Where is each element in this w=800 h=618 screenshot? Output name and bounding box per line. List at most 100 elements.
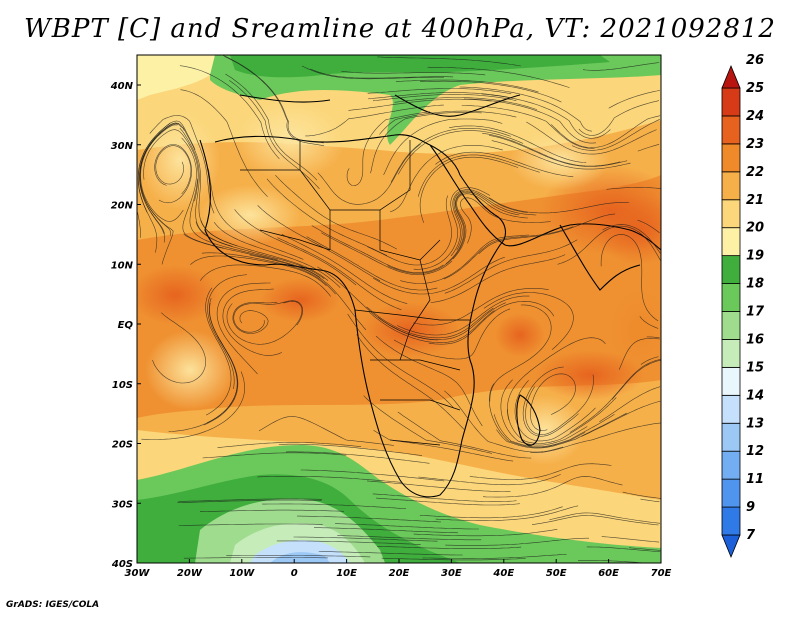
- streamline: [223, 55, 324, 144]
- streamline: [140, 124, 184, 222]
- streamline: [226, 555, 371, 558]
- streamline: [341, 70, 486, 76]
- streamline: [234, 209, 357, 286]
- colorbar-label: 11: [746, 472, 764, 487]
- streamline: [600, 234, 659, 322]
- streamline: [506, 337, 606, 421]
- streamline: [200, 264, 331, 297]
- streamline: [413, 187, 491, 270]
- streamline: [622, 491, 661, 499]
- streamline: [314, 527, 458, 534]
- streamline: [599, 386, 661, 422]
- streamline: [178, 523, 323, 526]
- streamline: [348, 98, 492, 111]
- streamline: [550, 115, 661, 149]
- streamline: [199, 509, 345, 512]
- x-tick-label: 50E: [546, 568, 567, 579]
- streamline: [317, 143, 421, 205]
- streamline: [363, 395, 492, 454]
- streamline: [397, 130, 524, 175]
- streamline: [459, 86, 592, 132]
- streamline: [224, 56, 325, 147]
- streamline: [177, 499, 322, 503]
- streamline: [452, 193, 528, 260]
- streamline: [334, 523, 479, 530]
- streamline: [366, 306, 494, 339]
- y-tick-label: 20N: [111, 201, 134, 212]
- streamline: [139, 123, 182, 236]
- streamline: [154, 144, 192, 204]
- streamline: [420, 80, 562, 103]
- streamline: [507, 397, 617, 444]
- streamline: [190, 255, 327, 287]
- x-tick-label: 20W: [177, 568, 203, 579]
- streamline: [377, 546, 522, 549]
- colorbar-label: 20: [746, 221, 764, 236]
- streamline: [143, 129, 199, 202]
- streamline: [493, 414, 615, 448]
- colorbar-box: [721, 422, 741, 452]
- streamline: [377, 56, 521, 67]
- streamline: [141, 371, 246, 440]
- streamline: [195, 221, 325, 279]
- streamline: [258, 416, 395, 446]
- streamline: [222, 288, 282, 356]
- streamline: [586, 546, 661, 553]
- streamline: [418, 154, 540, 197]
- streamline: [383, 118, 503, 176]
- map-title: WBPT [C] and Sreamline at 400hPa, VT: 20…: [24, 14, 776, 44]
- coastlines: [199, 94, 661, 498]
- streamline: [229, 80, 320, 190]
- streamline: [629, 547, 661, 551]
- streamline: [337, 535, 482, 541]
- streamline: [232, 301, 278, 334]
- streamline: [450, 189, 528, 257]
- streamline: [249, 254, 367, 331]
- streamline: [530, 422, 661, 453]
- streamline: [646, 336, 660, 339]
- streamline: [608, 90, 660, 109]
- streamline: [368, 92, 512, 100]
- streamline: [233, 300, 304, 333]
- y-axis-ticks: 40N 30N 20N 10N EQ 10S 20S 30S 40S: [110, 81, 141, 570]
- colorbar-box: [721, 311, 741, 340]
- streamline: [139, 122, 185, 234]
- streamline: [390, 128, 512, 183]
- streamline: [578, 100, 659, 136]
- streamline: [445, 537, 589, 546]
- streamline: [201, 252, 336, 295]
- streamline: [397, 295, 530, 336]
- streamline: [293, 536, 438, 542]
- streamline: [207, 274, 247, 390]
- streamline: [460, 197, 551, 244]
- streamline: [530, 373, 576, 431]
- streamline: [180, 89, 268, 197]
- colorbar-label: 19: [746, 249, 764, 264]
- y-tick-label: 40S: [111, 559, 133, 570]
- colorbar-box: [721, 283, 741, 312]
- x-tick-label: 30E: [441, 568, 462, 579]
- streamline: [257, 205, 381, 282]
- y-tick-label: 40N: [110, 81, 134, 92]
- streamline: [525, 374, 594, 435]
- streamline: [213, 222, 341, 288]
- colorbar-box: [721, 339, 741, 368]
- streamline: [601, 536, 660, 543]
- colorbar-box: [721, 255, 741, 284]
- x-tick-label: 10W: [229, 568, 255, 579]
- streamline: [549, 512, 661, 524]
- streamline: [488, 383, 586, 448]
- streamline: [297, 515, 441, 523]
- streamline: [367, 195, 453, 266]
- streamline: [179, 65, 280, 160]
- streamline: [618, 338, 660, 370]
- credit-text: GrADS: IGES/COLA: [6, 600, 100, 610]
- streamline: [522, 366, 579, 437]
- streamline: [183, 233, 321, 278]
- x-tick-label: 70E: [651, 568, 672, 579]
- streamline: [149, 115, 215, 214]
- colorbar-box: [721, 115, 741, 145]
- streamline: [205, 287, 232, 416]
- colorbar-label: 12: [746, 444, 764, 459]
- colorbar-label: 15: [746, 360, 764, 375]
